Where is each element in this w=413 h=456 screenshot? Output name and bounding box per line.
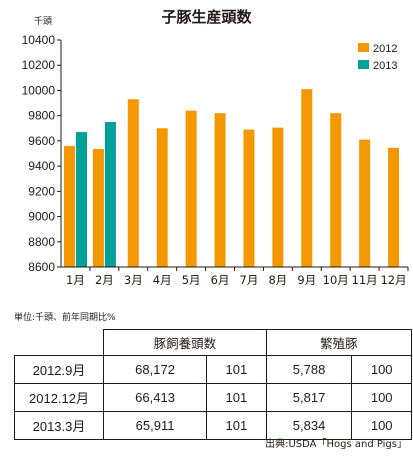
row-label: 2012.9月	[14, 355, 104, 384]
bars	[64, 89, 400, 268]
bar-2012	[64, 145, 75, 267]
bar-2012	[359, 139, 371, 267]
table-row: 2012.12月 66,413 101 5,817 100	[14, 383, 412, 412]
row-label: 2012.12月	[14, 383, 104, 412]
bar-2012	[127, 99, 139, 268]
bar-2012	[156, 128, 168, 267]
breeding-hogs-value: 5,817	[265, 383, 353, 412]
y-tick-label: 8600	[28, 260, 55, 274]
y-tick-label: 10000	[22, 83, 56, 97]
y-tick-label: 8800	[28, 235, 55, 249]
table-header-breeding-hogs: 繁殖豚	[265, 329, 413, 356]
y-tick-label: 10400	[22, 33, 56, 47]
x-category-label: 8月	[268, 273, 287, 287]
y-axis-ticks: 8600 8800 9000 9200 9400 9600 9800 10000 10200 10…	[22, 33, 61, 274]
source-note: 出典:USDA「Hogs and Pigs」	[265, 439, 407, 450]
x-category-label: 6月	[211, 273, 230, 287]
x-category-label: 3月	[124, 273, 143, 287]
x-category-label: 11月	[352, 273, 378, 287]
chart-title: 子豚生産頭数	[161, 8, 252, 26]
bar-2013	[76, 132, 87, 267]
y-tick-label: 9200	[28, 184, 55, 198]
y-tick-label: 9400	[28, 159, 55, 173]
bar-chart: 千頭 8600 8800 9000 9200 9400 9600 9800 10000 1020…	[22, 16, 409, 287]
legend: 2012 2013	[358, 43, 397, 72]
x-category-label: 10月	[323, 273, 349, 287]
legend-label: 2013	[373, 60, 397, 72]
bar-2012	[214, 113, 226, 268]
x-category-label: 5月	[182, 273, 201, 287]
legend-swatch	[358, 43, 369, 52]
bar-2012	[330, 113, 342, 268]
bar-2012	[92, 149, 104, 267]
x-category-label: 4月	[153, 273, 172, 287]
hog-inventory-yoy: 101	[206, 383, 267, 412]
legend-swatch	[358, 60, 369, 69]
table-header-blank	[15, 330, 104, 356]
x-category-label: 12月	[380, 273, 406, 287]
x-category-label: 1月	[66, 273, 85, 287]
hog-inventory-yoy: 101	[206, 355, 267, 384]
data-table: 豚飼養頭数 繁殖豚 2012.9月 68,172 101 5,788 100 2…	[14, 329, 413, 440]
x-category-label: 9月	[297, 273, 316, 287]
hog-inventory-yoy: 101	[206, 411, 267, 440]
y-tick-label: 10200	[22, 58, 56, 72]
bar-2012	[272, 127, 284, 268]
bar-2012	[388, 147, 400, 267]
hog-inventory-value: 68,172	[102, 355, 208, 384]
x-axis-categories: 1月 2月 3月 4月 5月 6月 7月 8月 9月 10月 11月 12月	[66, 267, 409, 287]
hog-inventory-value: 65,911	[102, 411, 208, 440]
y-tick-label: 9000	[28, 210, 55, 224]
table-row: 2012.9月 68,172 101 5,788 100	[14, 355, 412, 384]
bar-2012	[301, 89, 313, 267]
table-header-hog-inventory: 豚飼養頭数	[103, 329, 267, 356]
breeding-hogs-value: 5,788	[265, 355, 353, 384]
breeding-hogs-yoy: 100	[351, 411, 412, 440]
y-tick-label: 9800	[28, 109, 55, 123]
y-axis-label: 千頭	[34, 16, 52, 27]
table-row: 2013.3月 65,911 101 5,834 100	[14, 411, 412, 440]
bar-2013	[104, 121, 116, 267]
x-category-label: 7月	[240, 273, 259, 287]
row-label: 2013.3月	[14, 411, 104, 440]
breeding-hogs-yoy: 100	[351, 355, 412, 384]
bar-2012	[243, 129, 255, 267]
x-category-label: 2月	[95, 273, 114, 287]
table-header-row: 豚飼養頭数 繁殖豚	[15, 329, 413, 356]
unit-note: 単位:千頭、前年同期比%	[14, 313, 116, 323]
y-tick-label: 9600	[28, 134, 55, 148]
legend-label: 2012	[373, 43, 397, 55]
bar-2012	[185, 110, 197, 267]
hog-inventory-value: 66,413	[102, 383, 208, 412]
breeding-hogs-yoy: 100	[351, 383, 412, 412]
breeding-hogs-value: 5,834	[265, 411, 353, 440]
